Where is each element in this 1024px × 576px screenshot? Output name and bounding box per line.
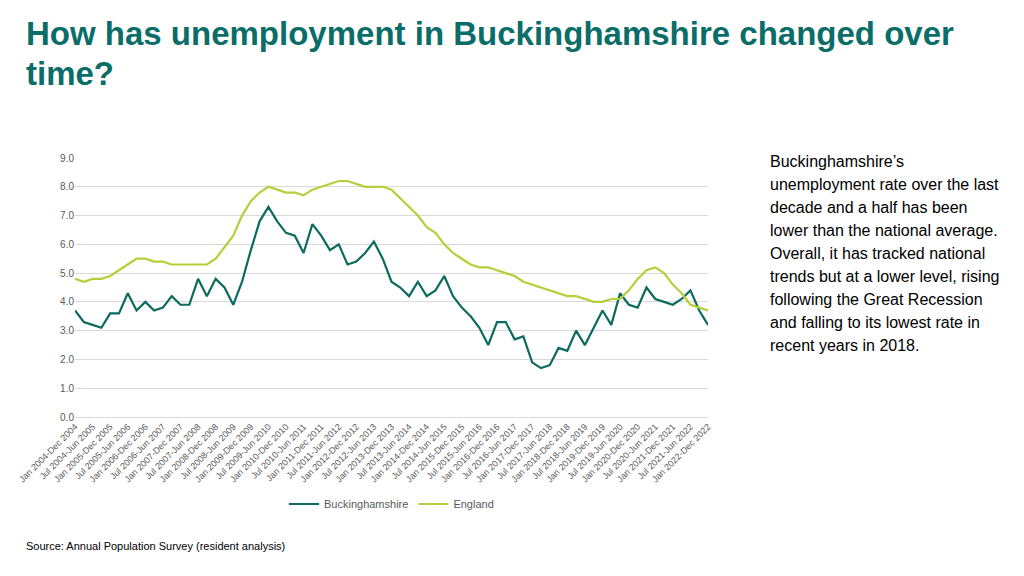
svg-text:Jul 2018-Jun 2019: Jul 2018-Jun 2019 [530, 422, 589, 481]
svg-text:Jul 2016-Jun 2017: Jul 2016-Jun 2017 [460, 422, 519, 481]
svg-text:Jan 2007-Dec 2007: Jan 2007-Dec 2007 [122, 422, 185, 485]
svg-text:England: England [453, 498, 493, 510]
svg-text:Jul 2013-Jun 2014: Jul 2013-Jun 2014 [354, 422, 413, 481]
svg-text:0.0: 0.0 [60, 412, 74, 423]
svg-text:Jan 2019-Dec 2019: Jan 2019-Dec 2019 [544, 422, 607, 485]
svg-text:Jul 2014-Jun 2015: Jul 2014-Jun 2015 [389, 422, 448, 481]
svg-text:Jan 2006-Dec 2006: Jan 2006-Dec 2006 [87, 422, 150, 485]
svg-text:2.0: 2.0 [60, 354, 74, 365]
svg-text:Jan 2018-Dec 2018: Jan 2018-Dec 2018 [509, 422, 572, 485]
svg-text:Jan 2004-Dec 2004: Jan 2004-Dec 2004 [17, 422, 80, 485]
svg-text:Jul 2006-Jun 2007: Jul 2006-Jun 2007 [108, 422, 167, 481]
svg-text:Jul 2021-Jun 2022: Jul 2021-Jun 2022 [636, 422, 695, 481]
svg-text:Jan 2011-Dec 2011: Jan 2011-Dec 2011 [264, 422, 326, 484]
svg-text:Jan 2009-Dec 2009: Jan 2009-Dec 2009 [193, 422, 256, 485]
svg-text:Jul 2020-Jun 2021: Jul 2020-Jun 2021 [600, 422, 659, 481]
svg-text:3.0: 3.0 [60, 325, 74, 336]
svg-text:Jul 2007-Jun 2008: Jul 2007-Jun 2008 [143, 422, 202, 481]
svg-text:Jan 2017-Dec 2017: Jan 2017-Dec 2017 [474, 422, 537, 485]
svg-text:Jan 2021-Dec 2021: Jan 2021-Dec 2021 [615, 422, 678, 485]
svg-text:Jul 2012-Jun 2013: Jul 2012-Jun 2013 [319, 422, 378, 481]
html-text:Buckinghamshire’s unemployment: Buckinghamshire’s unemployment rate over… [770, 153, 1000, 354]
svg-text:Jul 2005-Jun 2006: Jul 2005-Jun 2006 [73, 422, 132, 481]
svg-text:Jan 2013-Dec 2013: Jan 2013-Dec 2013 [333, 422, 396, 485]
svg-text:4.0: 4.0 [60, 296, 74, 307]
svg-text:5.0: 5.0 [60, 268, 74, 279]
svg-text:Jan 2012-Dec 2012: Jan 2012-Dec 2012 [298, 422, 361, 485]
svg-text:9.0: 9.0 [60, 153, 74, 164]
html-text:Source: Annual Population Surv: Source: Annual Population Survey (reside… [26, 540, 286, 552]
svg-text:Jan 2020-Dec 2020: Jan 2020-Dec 2020 [580, 422, 643, 485]
svg-text:Buckinghamshire: Buckinghamshire [324, 498, 408, 510]
svg-text:Jul 2017-Jun 2018: Jul 2017-Jun 2018 [495, 422, 554, 481]
svg-text:Jan 2005-Dec 2005: Jan 2005-Dec 2005 [52, 422, 115, 485]
svg-text:Jul 2009-Jun 2010: Jul 2009-Jun 2010 [214, 422, 273, 481]
svg-text:Jul 2011-Jun 2012: Jul 2011-Jun 2012 [284, 422, 343, 481]
svg-text:Jan 2022-Dec 2022: Jan 2022-Dec 2022 [650, 422, 713, 485]
svg-text:Jul 2004-Jun 2005: Jul 2004-Jun 2005 [38, 422, 97, 481]
svg-text:Jan 2015-Dec 2015: Jan 2015-Dec 2015 [404, 422, 467, 485]
svg-text:7.0: 7.0 [60, 210, 74, 221]
svg-text:Jan 2008-Dec 2008: Jan 2008-Dec 2008 [158, 422, 221, 485]
svg-text:6.0: 6.0 [60, 239, 74, 250]
svg-text:1.0: 1.0 [60, 383, 74, 394]
svg-text:Jan 2010-Dec 2010: Jan 2010-Dec 2010 [228, 422, 291, 485]
svg-text:Jul 2010-Jun 2011: Jul 2010-Jun 2011 [249, 422, 308, 481]
svg-text:Jan 2014-Dec 2014: Jan 2014-Dec 2014 [369, 422, 432, 485]
svg-text:Jan 2016-Dec 2016: Jan 2016-Dec 2016 [439, 422, 502, 485]
svg-text:Jul 2015-Jun 2016: Jul 2015-Jun 2016 [425, 422, 484, 481]
svg-text:8.0: 8.0 [60, 181, 74, 192]
svg-text:Jul 2008-Jun 2009: Jul 2008-Jun 2009 [178, 422, 237, 481]
html-text:How has unemployment in Buckin: How has unemployment in Buckinghamshire … [26, 15, 954, 92]
svg-text:Jul 2019-Jun 2020: Jul 2019-Jun 2020 [565, 422, 624, 481]
